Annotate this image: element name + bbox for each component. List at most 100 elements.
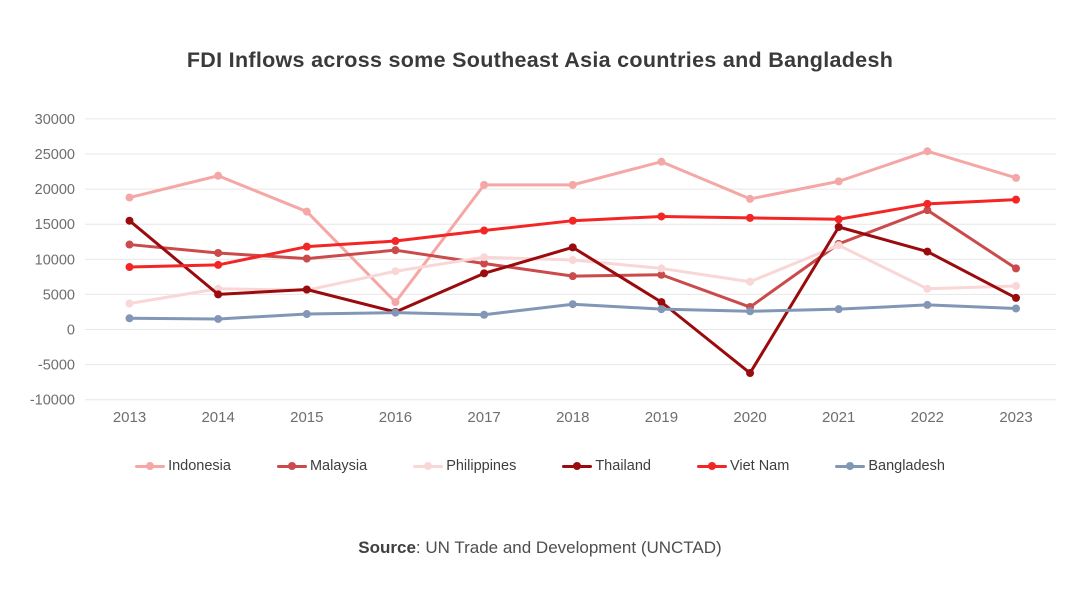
series-point-bangladesh-2016 [391, 308, 400, 317]
series-point-thailand-2022 [923, 247, 932, 256]
series-point-malaysia-2017 [480, 259, 489, 268]
source-line: Source: UN Trade and Development (UNCTAD… [0, 538, 1080, 558]
series-point-thailand-2020 [746, 369, 755, 378]
series-point-philippines-2017 [480, 253, 489, 262]
series-point-philippines-2013 [125, 299, 134, 308]
legend-marker-malaysia [276, 462, 307, 470]
legend-item-indonesia[interactable]: Indonesia [135, 458, 231, 474]
legend-label-viet-nam: Viet Nam [729, 458, 790, 474]
x-tick-label-2022: 2022 [911, 409, 944, 426]
legend-item-bangladesh[interactable]: Bangladesh [835, 458, 945, 474]
series-point-philippines-2020 [746, 277, 755, 286]
series-point-thailand-2019 [657, 298, 666, 307]
chart-legend: Indonesia Malaysia Philippines Thailand Viet… [0, 458, 1080, 474]
series-point-malaysia-2016 [391, 246, 400, 255]
series-point-bangladesh-2022 [923, 300, 932, 309]
x-tick-label-2020: 2020 [733, 409, 766, 426]
legend-marker-bangladesh [835, 462, 866, 470]
series-point-philippines-2018 [568, 256, 577, 265]
series-point-indonesia-2018 [568, 180, 577, 189]
series-point-malaysia-2019 [657, 270, 666, 279]
legend-item-philippines[interactable]: Philippines [413, 458, 516, 474]
series-point-indonesia-2019 [657, 157, 666, 166]
x-tick-label-2018: 2018 [556, 409, 589, 426]
series-point-bangladesh-2013 [125, 314, 134, 323]
source-label: Source [358, 538, 416, 557]
legend-label-indonesia: Indonesia [168, 458, 231, 474]
series-point-thailand-2017 [480, 269, 489, 278]
series-point-philippines-2016 [391, 267, 400, 276]
y-tick-label--10000: -10000 [30, 393, 75, 409]
series-point-bangladesh-2021 [834, 305, 843, 314]
legend-label-malaysia: Malaysia [309, 458, 368, 474]
x-tick-label-2016: 2016 [379, 409, 412, 426]
series-point-malaysia-2013 [125, 240, 134, 249]
legend-marker-philippines [413, 462, 444, 470]
x-tick-label-2014: 2014 [201, 409, 234, 426]
series-point-malaysia-2023 [1012, 264, 1020, 273]
series-point-viet-nam-2013 [125, 263, 134, 272]
x-tick-label-2013: 2013 [113, 409, 146, 426]
series-point-malaysia-2014 [214, 248, 223, 257]
y-tick-label-20000: 20000 [35, 182, 75, 198]
series-point-malaysia-2018 [568, 272, 577, 281]
series-point-indonesia-2023 [1012, 173, 1020, 182]
legend-label-thailand: Thailand [595, 458, 651, 474]
series-point-thailand-2013 [125, 216, 134, 225]
series-point-bangladesh-2017 [480, 310, 489, 319]
series-point-indonesia-2014 [214, 171, 223, 180]
legend-item-viet-nam[interactable]: Viet Nam [696, 458, 790, 474]
series-point-indonesia-2015 [302, 207, 311, 216]
series-point-malaysia-2015 [302, 254, 311, 263]
series-point-indonesia-2021 [834, 177, 843, 186]
legend-marker-indonesia [135, 462, 166, 470]
series-point-bangladesh-2018 [568, 300, 577, 309]
x-tick-label-2023: 2023 [999, 409, 1032, 426]
series-point-viet-nam-2018 [568, 216, 577, 225]
series-point-thailand-2015 [302, 285, 311, 294]
series-point-thailand-2021 [834, 223, 843, 232]
series-point-philippines-2023 [1012, 281, 1020, 290]
series-point-bangladesh-2014 [214, 314, 223, 323]
series-point-viet-nam-2021 [834, 215, 843, 224]
series-point-viet-nam-2023 [1012, 195, 1020, 204]
series-point-thailand-2018 [568, 243, 577, 252]
series-point-philippines-2019 [657, 264, 666, 273]
y-tick-label--5000: -5000 [38, 358, 75, 374]
y-tick-label-5000: 5000 [43, 287, 75, 303]
series-point-bangladesh-2020 [746, 307, 755, 316]
y-tick-label-15000: 15000 [35, 217, 75, 233]
series-point-viet-nam-2014 [214, 260, 223, 269]
series-point-philippines-2021 [834, 241, 843, 250]
y-tick-label-25000: 25000 [35, 147, 75, 163]
series-point-philippines-2014 [214, 284, 223, 293]
x-tick-label-2015: 2015 [290, 409, 323, 426]
y-tick-label-30000: 30000 [35, 112, 75, 128]
series-point-viet-nam-2015 [302, 242, 311, 251]
series-point-indonesia-2013 [125, 193, 134, 202]
fdi-line-chart: 30000 25000 20000 15000 10000 5000 0 -5000 -1000… [30, 112, 1056, 426]
series-point-viet-nam-2016 [391, 237, 400, 246]
series-point-philippines-2022 [923, 284, 932, 293]
y-tick-label-10000: 10000 [35, 252, 75, 268]
series-point-indonesia-2016 [391, 298, 400, 307]
series-point-indonesia-2022 [923, 147, 932, 156]
series-point-bangladesh-2019 [657, 305, 666, 314]
y-tick-label-0: 0 [67, 323, 75, 339]
series-point-indonesia-2017 [480, 180, 489, 189]
x-tick-label-2017: 2017 [467, 409, 500, 426]
series-point-malaysia-2022 [923, 206, 932, 215]
series-point-viet-nam-2022 [923, 199, 932, 208]
x-tick-label-2021: 2021 [822, 409, 855, 426]
series-point-viet-nam-2019 [657, 212, 666, 221]
source-text: : UN Trade and Development (UNCTAD) [415, 538, 722, 557]
series-point-thailand-2014 [214, 290, 223, 299]
chart-title: FDI Inflows across some Southeast Asia c… [186, 48, 894, 72]
legend-item-thailand[interactable]: Thailand [562, 458, 651, 474]
series-point-bangladesh-2015 [302, 310, 311, 319]
legend-item-malaysia[interactable]: Malaysia [276, 458, 368, 474]
series-point-thailand-2023 [1012, 293, 1020, 302]
x-tick-label-2019: 2019 [645, 409, 678, 426]
legend-marker-thailand [562, 462, 593, 470]
